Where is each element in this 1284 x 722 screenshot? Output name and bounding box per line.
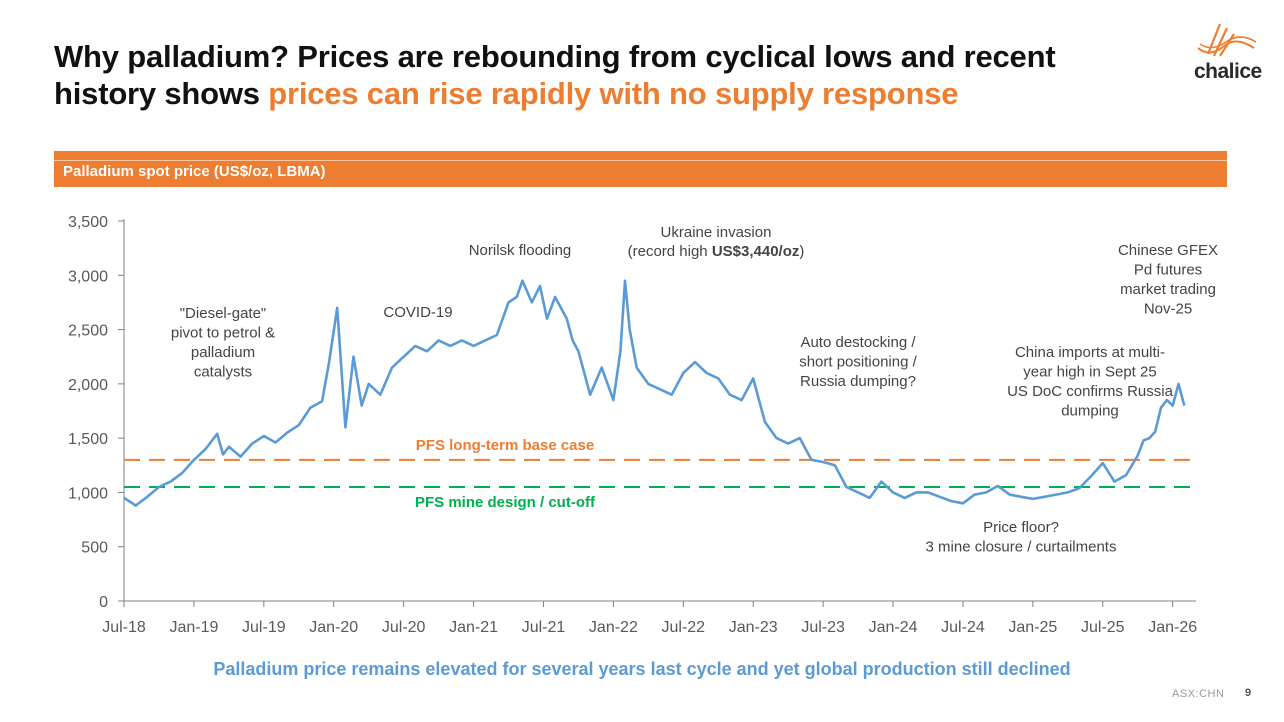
x-tick-label: Jul-23 [801,619,845,636]
page-number: 9 [1245,687,1252,699]
annotation-gfex: Nov-25 [1144,301,1192,318]
chart-header-band: Palladium spot price (US$/oz, LBMA) [54,151,1227,187]
annotation-destocking: short positioning / [799,354,917,371]
x-tick-label: Jul-22 [662,619,706,636]
x-tick-label: Jan-19 [169,619,218,636]
ticker-label: ASX:CHN [1172,688,1225,700]
x-tick-label: Jan-20 [309,619,358,636]
slide-title: Why palladium? Prices are rebounding fro… [54,38,1154,112]
x-tick-label: Jan-25 [1008,619,1057,636]
annotation-china-imports: year high in Sept 25 [1023,364,1156,381]
annotation-china-imports: China imports at multi- [1015,344,1165,361]
annotation-gfex: market trading [1120,281,1216,298]
x-tick-label: Jan-21 [449,619,498,636]
y-tick-label: 3,000 [68,268,108,285]
annotation-ukraine-record: (record high US$3,440/oz) [628,243,805,260]
annotation-destocking: Auto destocking / [800,334,916,351]
x-tick-label: Jul-21 [522,619,566,636]
title-line-1: Why palladium? Prices are rebounding fro… [54,39,1056,74]
y-tick-label: 1,000 [68,485,108,502]
title-highlight: prices can rise rapidly with no supply r… [268,76,959,111]
x-tick-label: Jul-24 [941,619,985,636]
price-series-line [123,279,1186,507]
x-tick-label: Jul-18 [102,619,146,636]
annotation-destocking: Russia dumping? [800,373,916,390]
x-tick-label: Jan-24 [869,619,918,636]
x-tick-label: Jul-20 [382,619,426,636]
annotation-china-imports: US DoC confirms Russia [1007,383,1174,400]
chalice-logo-icon [1197,23,1257,57]
y-tick-label: 2,500 [68,323,108,340]
y-tick-label: 3,500 [68,214,108,231]
annotation-norilsk: Norilsk flooding [469,242,572,259]
band-divider [54,160,1227,161]
cutoff-label: PFS mine design / cut-off [415,494,596,511]
x-tick-label: Jan-26 [1148,619,1197,636]
base-case-label: PFS long-term base case [416,437,594,454]
annotation-ukraine: Ukraine invasion [661,224,772,241]
chart-header-label: Palladium spot price (US$/oz, LBMA) [63,163,326,180]
annotation-dieselgate: "Diesel-gate" [180,305,267,322]
title-line-2-plain: history shows [54,76,269,111]
annotation-gfex: Chinese GFEX [1118,242,1218,259]
y-tick-label: 500 [81,540,108,557]
x-tick-label: Jan-22 [589,619,638,636]
y-tick-label: 0 [99,594,108,611]
annotation-price-floor: 3 mine closure / curtailments [926,539,1117,556]
annotation-gfex: Pd futures [1134,262,1202,279]
annotation-dieselgate: palladium [191,344,255,361]
x-tick-label: Jul-19 [242,619,286,636]
logo-text: chalice [1194,60,1262,83]
annotation-dieselgate: pivot to petrol & [171,325,275,342]
title-line-2: history shows prices can rise rapidly wi… [54,75,1154,112]
footer-message: Palladium price remains elevated for sev… [213,659,1071,679]
x-tick-label: Jan-23 [729,619,778,636]
annotation-price-floor: Price floor? [983,519,1059,536]
x-tick-label: Jul-25 [1081,619,1125,636]
annotation-china-imports: dumping [1061,403,1119,420]
y-tick-label: 2,000 [68,377,108,394]
annotation-covid: COVID-19 [383,304,452,321]
annotation-dieselgate: catalysts [194,364,252,381]
y-tick-label: 1,500 [68,431,108,448]
